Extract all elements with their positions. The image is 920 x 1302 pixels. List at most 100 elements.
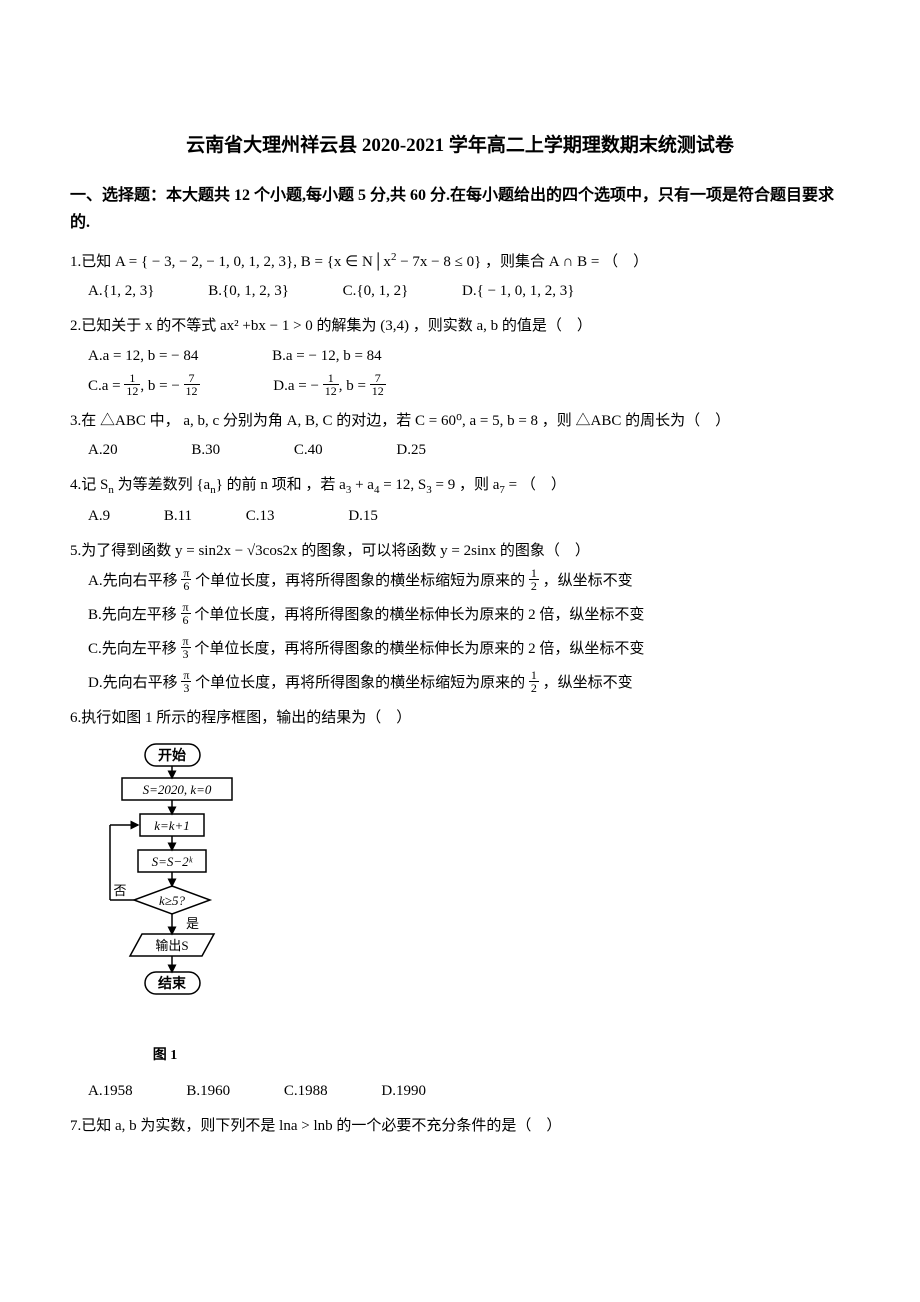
q6-option-d: D.1990 [381,1076,426,1106]
q2d-pre: D.a = − [273,378,322,394]
frac-den: 12 [124,385,140,397]
q4-m4: = 12, S [379,477,426,493]
frac-num: 7 [370,372,386,385]
question-7: 7.已知 a, b 为实数，则下列不是 lna > lnb 的一个必要不充分条件… [70,1112,850,1141]
frac-den: 6 [181,614,191,626]
q2-option-a: A.a = 12, b = − 84 [88,341,198,371]
q6-option-a: A.1958 [88,1076,133,1106]
q4-option-a: A.9 [88,501,110,531]
fc-end: 结束 [158,975,187,992]
frac-num: π [181,635,191,648]
q4-m3: + a [351,477,374,493]
q4-option-d: D.15 [348,501,378,531]
fc-cond: k≥5? [159,893,185,908]
frac-num: 7 [184,372,200,385]
frac-den: 12 [184,385,200,397]
flowchart-svg: 开始 S=2020, k=0 k=k+1 S=S−2ᵏ k≥5? 否 是 [100,742,250,1034]
q5b-pre: B.先向左平移 [88,607,181,623]
frac-den: 12 [370,385,386,397]
q2c-pre: C.a = [88,378,124,394]
fc-output: 输出S [155,938,188,953]
q4-m2: } 的前 n 项和 ，若 a [216,477,346,493]
fc-step1: k=k+1 [154,818,190,833]
q5a-post: 个单位长度，再将所得图象的横坐标缩短为原来的 [191,573,529,589]
q4-option-b: B.11 [164,501,192,531]
q5-option-d: D.先向右平移 π3 个单位长度，再将所得图象的横坐标缩短为原来的 12 ，纵坐… [88,668,850,698]
q2-options-row1: A.a = 12, b = − 84 B.a = − 12, b = 84 [70,341,850,371]
question-2: 2.已知关于 x 的不等式 ax² +bx − 1 > 0 的解集为 (3,4)… [70,312,850,401]
q1-text-prefix: 1.已知 A = { − 3, − 2, − 1, 0, 1, 2, 3}, B… [70,254,391,270]
q2d-mid: , b = [339,378,370,394]
q6-options: A.1958 B.1960 C.1988 D.1990 [70,1076,850,1106]
q5-option-c: C.先向左平移 π3 个单位长度，再将所得图象的横坐标伸长为原来的 2 倍，纵坐… [88,634,850,664]
q6-option-c: C.1988 [284,1076,328,1106]
q1-text: 1.已知 A = { − 3, − 2, − 1, 0, 1, 2, 3}, B… [70,247,850,277]
page-title: 云南省大理州祥云县 2020-2021 学年高二上学期理数期末统测试卷 [70,130,850,162]
frac-den: 12 [323,385,339,397]
q1-option-d: D.{ − 1, 0, 1, 2, 3} [462,276,574,306]
q5d-post: 个单位长度，再将所得图象的横坐标缩短为原来的 [191,675,529,691]
fc-start: 开始 [158,747,186,764]
q2-text: 2.已知关于 x 的不等式 ax² +bx − 1 > 0 的解集为 (3,4)… [70,312,850,341]
q5d-end: ，纵坐标不变 [539,675,633,691]
q4-end: = （ ） [505,477,566,493]
frac-num: 1 [323,372,339,385]
q1-option-b: B.{0, 1, 2, 3} [208,276,289,306]
q2-option-b: B.a = − 12, b = 84 [272,341,382,371]
q5-options: A.先向右平移 π6 个单位长度，再将所得图象的横坐标缩短为原来的 12 ，纵坐… [70,566,850,698]
q3-option-d: D.25 [396,435,426,465]
q2-option-c: C.a = 112, b = − 712 [88,371,200,401]
fc-yes: 是 [186,916,199,931]
q5-option-b: B.先向左平移 π6 个单位长度，再将所得图象的横坐标伸长为原来的 2 倍，纵坐… [88,600,850,630]
q1-text-mid: − 7x − 8 ≤ 0} ，则集合 A ∩ B = （ ） [396,254,648,270]
q4-m5: = 9 ，则 a [432,477,500,493]
frac-den: 6 [181,580,191,592]
q4-m1: 为等差数列 {a [114,477,210,493]
frac-num: π [181,601,191,614]
q3-option-b: B.30 [191,435,220,465]
question-4: 4.记 Sn 为等差数列 {an} 的前 n 项和 ，若 a3 + a4 = 1… [70,471,850,531]
q4-options: A.9 B.11 C.13 D.15 [70,501,850,531]
q7-text: 7.已知 a, b 为实数，则下列不是 lna > lnb 的一个必要不充分条件… [70,1112,850,1141]
frac-num: 1 [529,669,539,682]
q1-options: A.{1, 2, 3} B.{0, 1, 2, 3} C.{0, 1, 2} D… [70,276,850,306]
frac-num: π [181,567,191,580]
frac-num: π [181,669,191,682]
frac-den: 3 [181,648,191,660]
figure-label: 图 1 [100,1044,230,1068]
q5a-pre: A.先向右平移 [88,573,181,589]
question-3: 3.在 △ABC 中， a, b, c 分别为角 A, B, C 的对边，若 C… [70,407,850,466]
question-6: 6.执行如图 1 所示的程序框图，输出的结果为（ ） 开始 S=2020, k=… [70,704,850,1106]
q5b-post: 个单位长度，再将所得图象的横坐标伸长为原来的 2 倍，纵坐标不变 [191,607,645,623]
q1-option-a: A.{1, 2, 3} [88,276,154,306]
question-5: 5.为了得到函数 y = sin2x − √3cos2x 的图象，可以将函数 y… [70,537,850,698]
fc-no: 否 [113,883,126,898]
q5a-end: ，纵坐标不变 [539,573,633,589]
fc-step2: S=S−2ᵏ [152,854,194,869]
q4-option-c: C.13 [246,501,275,531]
q2-option-d: D.a = − 112, b = 712 [273,371,385,401]
frac-num: 1 [529,567,539,580]
flowchart: 开始 S=2020, k=0 k=k+1 S=S−2ᵏ k≥5? 否 是 [100,742,850,1034]
question-1: 1.已知 A = { − 3, − 2, − 1, 0, 1, 2, 3}, B… [70,247,850,307]
q3-options: A.20 B.30 C.40 D.25 [70,435,850,465]
q3-text: 3.在 △ABC 中， a, b, c 分别为角 A, B, C 的对边，若 C… [70,407,850,436]
frac-num: 1 [124,372,140,385]
section-heading: 一、选择题：本大题共 12 个小题,每小题 5 分,共 60 分.在每小题给出的… [70,182,850,236]
q3-option-c: C.40 [294,435,323,465]
fc-init: S=2020, k=0 [143,782,212,797]
q5c-post: 个单位长度，再将所得图象的横坐标伸长为原来的 2 倍，纵坐标不变 [191,641,645,657]
q6-text: 6.执行如图 1 所示的程序框图，输出的结果为（ ） [70,704,850,733]
q3-option-a: A.20 [88,435,118,465]
q5-option-a: A.先向右平移 π6 个单位长度，再将所得图象的横坐标缩短为原来的 12 ，纵坐… [88,566,850,596]
q2-options-row2: C.a = 112, b = − 712 D.a = − 112, b = 71… [70,371,850,401]
q4-text: 4.记 Sn 为等差数列 {an} 的前 n 项和 ，若 a3 + a4 = 1… [70,471,850,501]
q6-option-b: B.1960 [186,1076,230,1106]
frac-den: 2 [529,682,539,694]
q4-pre: 4.记 S [70,477,108,493]
frac-den: 2 [529,580,539,592]
frac-den: 3 [181,682,191,694]
q5-text: 5.为了得到函数 y = sin2x − √3cos2x 的图象，可以将函数 y… [70,537,850,566]
q5d-pre: D.先向右平移 [88,675,181,691]
q1-option-c: C.{0, 1, 2} [343,276,409,306]
